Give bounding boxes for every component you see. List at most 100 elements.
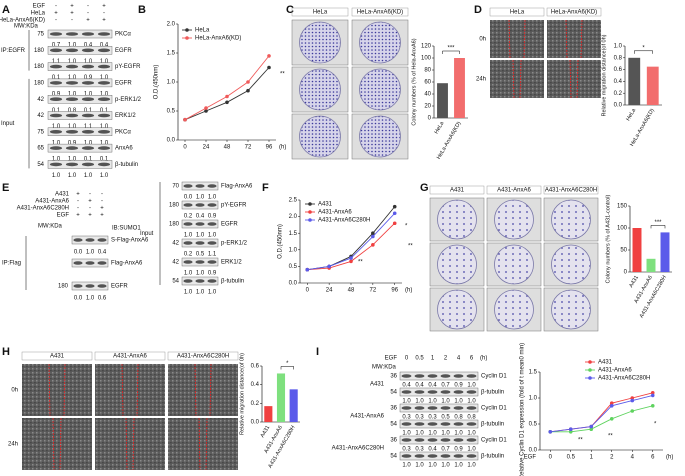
plate [359, 115, 401, 158]
wound-edge [508, 19, 511, 59]
x-tick-label: 0.5 [567, 455, 576, 461]
band-value: 0.7 [52, 43, 61, 49]
band-value: 0.1 [52, 108, 61, 114]
blot-band [401, 438, 412, 442]
legend-label: A431 [318, 202, 333, 208]
group-label: A431-AnxA6 [350, 414, 384, 420]
plate [299, 68, 341, 111]
mw-header: MW:KDa [372, 365, 397, 371]
wound-edge [205, 417, 208, 471]
series-marker [568, 430, 573, 434]
band-value: 1.0 [68, 157, 77, 163]
y-tick-label: 0.2 [251, 401, 260, 407]
significance: * [405, 224, 408, 230]
series-marker [609, 401, 614, 406]
column-label: HeLa-AnxA6(KD) [551, 10, 597, 16]
condition-sign: 0.5 [415, 356, 424, 362]
blot-band [466, 438, 477, 442]
series-marker [568, 427, 573, 432]
condition-sign: - [101, 199, 103, 205]
band-value: 1.0 [100, 140, 109, 146]
band-value: 1.0 [84, 173, 93, 179]
y-axis-label: O.D.(450nm) [278, 224, 284, 259]
mw-label: 180 [169, 222, 180, 228]
band-value: 1.0 [415, 463, 424, 469]
protein-label: EGFR [111, 284, 128, 290]
band-value: 1.0 [208, 233, 217, 239]
significance: ** [578, 438, 583, 444]
blot-strip [399, 403, 479, 413]
blot-strip [47, 94, 113, 104]
mw-label: 75 [37, 129, 44, 135]
mw-label: 180 [34, 64, 45, 70]
blot-band [414, 422, 425, 426]
series-marker [246, 88, 250, 93]
blot-band [453, 454, 464, 458]
blot-band [97, 113, 111, 118]
column-label: A431 [50, 354, 65, 360]
wound-edge [198, 417, 201, 471]
band-value: 0.4 [428, 447, 437, 453]
group-label: IP:Flag [2, 261, 21, 267]
y-tick-label: 0.5 [289, 264, 298, 270]
column-header [94, 351, 166, 361]
y-tick-label: 0.0 [289, 281, 298, 287]
plate [299, 21, 341, 64]
condition-label: A431-AnxA6 [35, 199, 69, 205]
condition-sign: - [55, 4, 57, 10]
blot-band [440, 390, 451, 394]
mw-label: 36 [390, 438, 397, 444]
blot-band [207, 222, 217, 226]
column-header [291, 7, 349, 17]
blot-band [195, 279, 205, 283]
band-value: 0.9 [52, 91, 61, 97]
condition-label: EGF [57, 213, 70, 219]
blot-band [97, 48, 111, 53]
blot-band [97, 81, 111, 85]
band-value: 0.7 [441, 447, 450, 453]
band-value: 0.1 [84, 157, 93, 163]
significance-bracket [634, 50, 653, 54]
protein-label: Cyclin D1 [481, 438, 507, 444]
band-value: 0.9 [208, 271, 217, 277]
y-tick-label: 60 [424, 80, 431, 86]
condition-sign: 1 [431, 356, 435, 362]
blot-band [65, 146, 79, 150]
x-tick-label: A431 [628, 275, 640, 289]
column-header [546, 7, 602, 17]
unit-label: (h) [480, 356, 487, 362]
condition-sign: 2 [444, 356, 448, 362]
band-value: 1.0 [52, 157, 61, 163]
protein-label: p-ERK1/2 [221, 241, 248, 247]
blot-band [440, 374, 451, 378]
blot-band [401, 390, 412, 394]
blot-band [65, 162, 79, 167]
bar [646, 258, 656, 272]
band-value: 1.0 [84, 59, 93, 65]
blot-band [440, 438, 451, 442]
blot-band [195, 260, 205, 264]
series-marker [392, 221, 397, 226]
blot-band [97, 238, 107, 242]
legend-marker [588, 376, 592, 380]
x-tick-label: HeLa [625, 107, 637, 122]
band-value: 0.7 [441, 383, 450, 389]
x-tick-label: 48 [224, 145, 231, 151]
bar [628, 57, 641, 105]
column-header [429, 185, 485, 195]
wound-image [22, 418, 92, 470]
wound-edge [59, 417, 62, 471]
condition-sign: + [88, 199, 92, 205]
condition-label: A431-AnxA6C280H [17, 206, 69, 212]
blot-strip [47, 127, 113, 137]
series-marker [609, 417, 614, 421]
y-tick-label: 0.0 [614, 103, 623, 109]
x-tick-label: 96 [391, 288, 398, 294]
blot-band [183, 241, 193, 245]
blot-band [97, 284, 107, 288]
blot-band [85, 261, 95, 265]
significance: ** [408, 244, 413, 250]
band-value: 1.0 [86, 250, 95, 256]
y-tick-label: 1.0 [529, 396, 538, 402]
blot-band [401, 454, 412, 458]
